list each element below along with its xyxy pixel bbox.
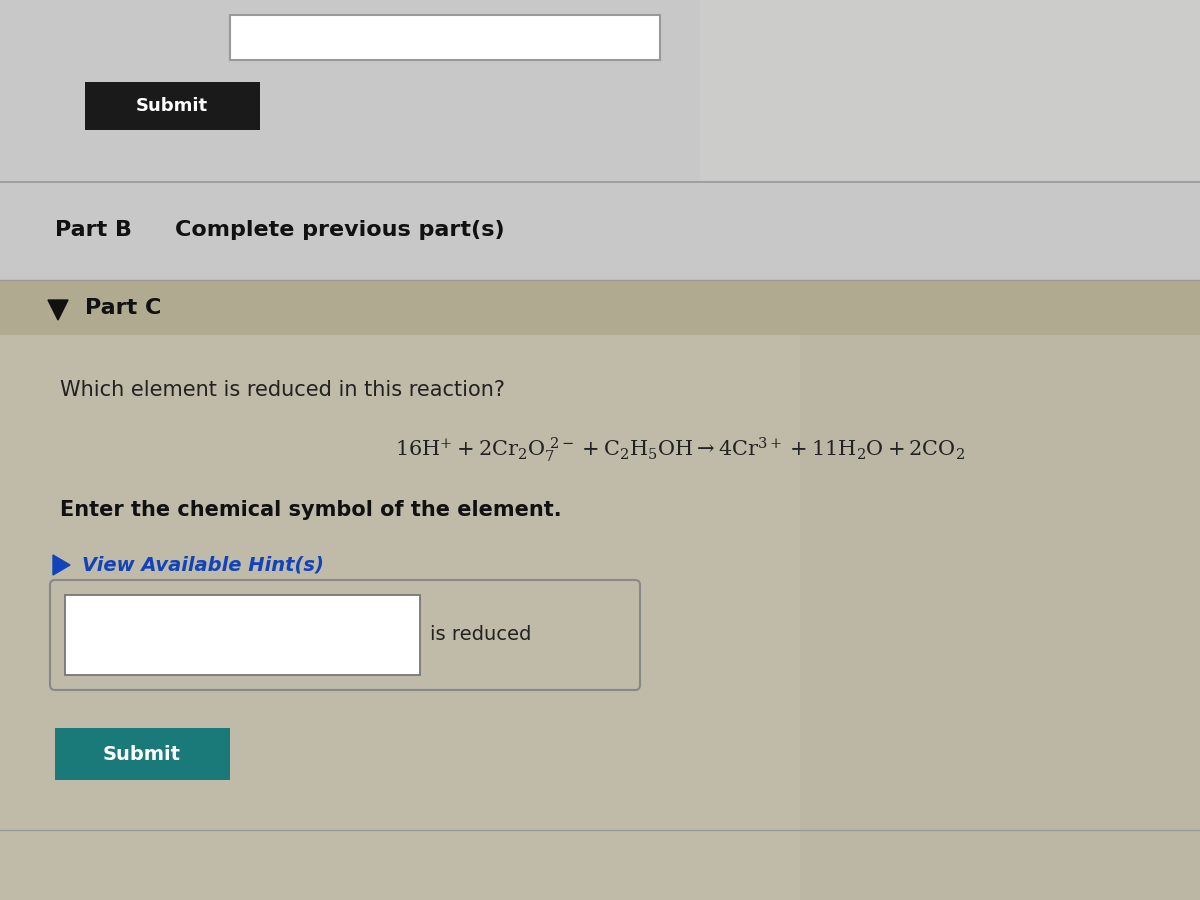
- Text: Which element is reduced in this reaction?: Which element is reduced in this reactio…: [60, 380, 505, 400]
- Text: Part B: Part B: [55, 220, 132, 240]
- FancyBboxPatch shape: [0, 0, 1200, 180]
- FancyBboxPatch shape: [0, 182, 1200, 280]
- Text: Submit: Submit: [103, 744, 181, 763]
- Text: View Available Hint(s): View Available Hint(s): [82, 555, 324, 574]
- FancyBboxPatch shape: [0, 280, 1200, 335]
- Text: Complete previous part(s): Complete previous part(s): [175, 220, 505, 240]
- FancyBboxPatch shape: [230, 15, 660, 60]
- FancyBboxPatch shape: [0, 335, 1200, 900]
- FancyBboxPatch shape: [700, 0, 1200, 180]
- FancyBboxPatch shape: [50, 580, 640, 690]
- FancyBboxPatch shape: [85, 82, 260, 130]
- Text: Enter the chemical symbol of the element.: Enter the chemical symbol of the element…: [60, 500, 562, 520]
- Text: is reduced: is reduced: [430, 626, 532, 644]
- FancyBboxPatch shape: [65, 595, 420, 675]
- Polygon shape: [53, 555, 70, 575]
- Text: Part C: Part C: [85, 298, 161, 318]
- Text: $\mathregular{16H^{+} + 2Cr_2O_7^{\ 2-} + C_2H_5OH \rightarrow 4Cr^{3+} + 11H_2O: $\mathregular{16H^{+} + 2Cr_2O_7^{\ 2-} …: [395, 436, 965, 464]
- FancyBboxPatch shape: [55, 728, 230, 780]
- FancyBboxPatch shape: [800, 335, 1200, 900]
- Text: Submit: Submit: [136, 97, 208, 115]
- Polygon shape: [48, 300, 68, 320]
